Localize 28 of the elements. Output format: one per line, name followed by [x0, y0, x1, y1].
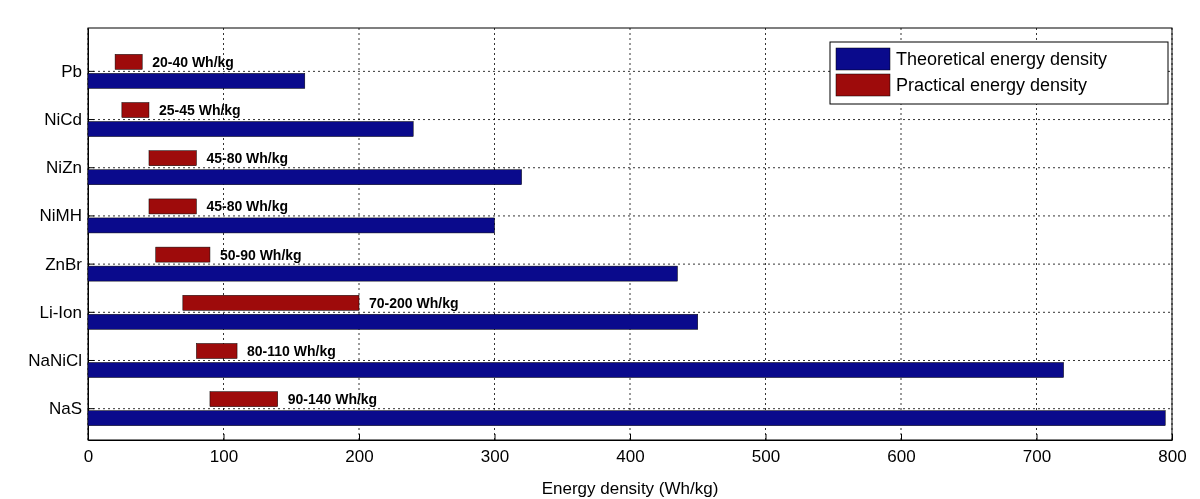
y-tick-label: ZnBr [45, 254, 83, 274]
y-tick-label: NiCd [44, 110, 82, 129]
y-tick-label: NiMH [39, 206, 82, 226]
x-tick-label: 200 [345, 447, 374, 467]
data-label: 20-40 Wh/kg [152, 53, 234, 70]
data-label: 70-200 Wh/kg [369, 294, 459, 311]
x-tick-label: 800 [1158, 447, 1187, 467]
legend-label: Practical energy density [896, 75, 1088, 95]
x-tick-label: 300 [480, 447, 510, 467]
x-tick-label: 500 [751, 447, 781, 467]
x-tick-label: 400 [616, 447, 645, 467]
data-label: 80-110 Wh/kg [247, 342, 336, 359]
data-label: 25-45 Wh/kg [158, 102, 241, 119]
x-axis-title: Energy density (Wh/kg) [541, 479, 719, 498]
y-tick-label: NaS [48, 399, 82, 419]
data-label: 45-80 Wh/kg [206, 150, 289, 167]
x-tick-label: 600 [887, 447, 916, 467]
x-tick-label: 100 [209, 447, 239, 467]
x-tick-label: 0 [83, 447, 94, 467]
y-tick-label: NiZn [46, 158, 82, 178]
data-label: 50-90 Wh/kg [219, 246, 302, 263]
data-label: 45-80 Wh/kg [206, 198, 289, 215]
y-tick-label: Li-Ion [39, 302, 82, 322]
y-tick-label: NaNiCl [28, 350, 82, 370]
y-tick-label: Pb [61, 61, 82, 81]
data-label: 90-140 Wh/kg [287, 391, 378, 408]
x-tick-label: 700 [1022, 447, 1052, 467]
legend-label: Theoretical energy density [896, 49, 1108, 69]
